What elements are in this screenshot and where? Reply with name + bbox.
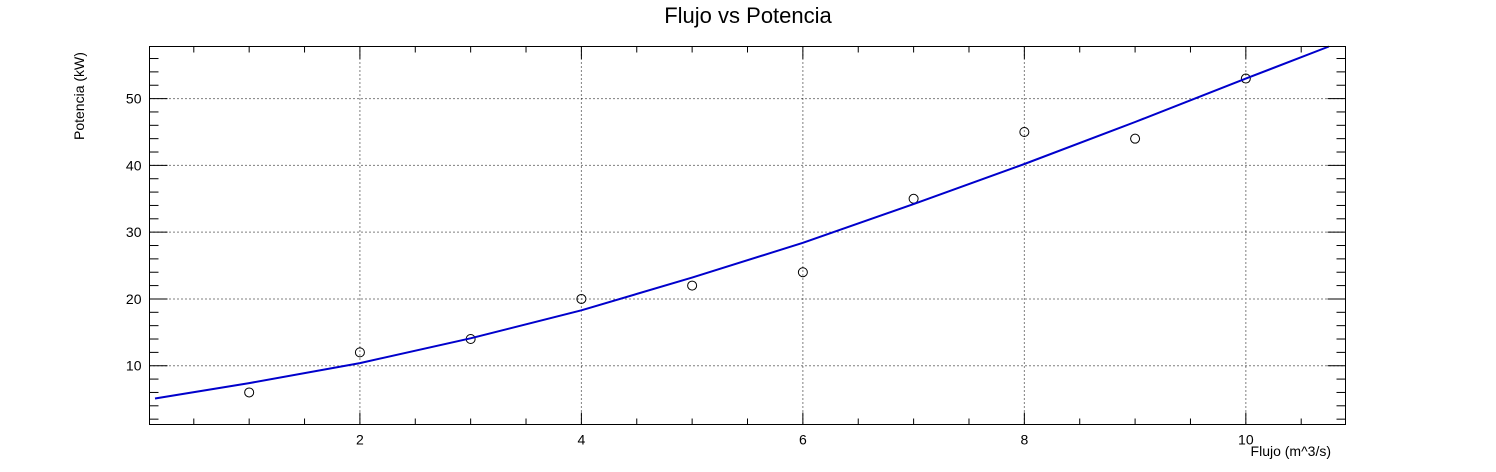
x-tick-label: 8: [1020, 432, 1028, 448]
data-point: [1019, 126, 1030, 137]
y-tick-label: 10: [126, 358, 142, 374]
y-tick-label: 30: [126, 224, 142, 240]
data-point: [354, 347, 365, 358]
data-point: [244, 387, 255, 398]
y-tick-label: 50: [126, 91, 142, 107]
fit-line: [154, 45, 1330, 400]
y-tick-label: 40: [126, 157, 142, 173]
x-tick-label: 6: [799, 432, 807, 448]
plot-frame: [149, 46, 1346, 425]
x-tick-label: 4: [577, 432, 585, 448]
data-point: [576, 293, 587, 304]
data-point: [1130, 133, 1141, 144]
data-point: [1240, 73, 1251, 84]
y-axis-label: Potencia (kW): [71, 52, 87, 140]
y-tick-label: 20: [126, 291, 142, 307]
data-point: [687, 280, 698, 291]
x-tick-label: 10: [1238, 432, 1254, 448]
series: [154, 45, 1330, 400]
grid-lines: [149, 46, 1346, 425]
x-tick-label: 2: [356, 432, 364, 448]
x-axis-label: Flujo (m^3/s): [1251, 443, 1331, 459]
tick-labels: 2 4 6 8 10 10 20 30 40 50: [126, 91, 1254, 448]
data-point: [797, 267, 808, 278]
axis-ticks: [149, 46, 1346, 425]
chart-title: Flujo vs Potencia: [664, 3, 832, 28]
